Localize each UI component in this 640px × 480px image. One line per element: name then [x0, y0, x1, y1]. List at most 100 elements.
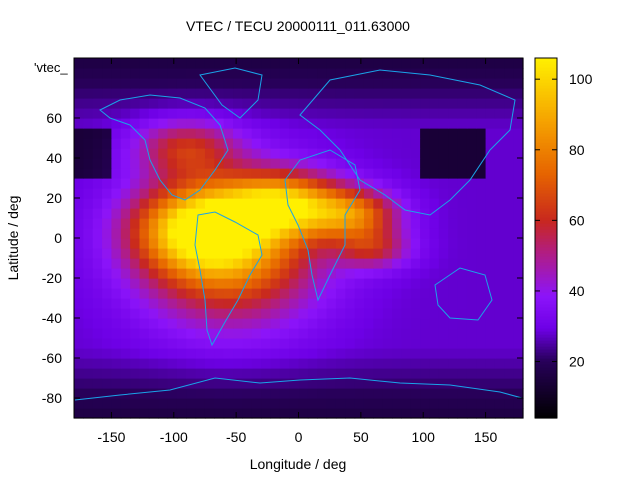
- heatmap-cell: [410, 298, 421, 309]
- heatmap-cell: [186, 398, 197, 409]
- heatmap-cell: [326, 118, 337, 129]
- heatmap-cell: [354, 68, 365, 79]
- heatmap-cell: [504, 198, 515, 209]
- colorbar-band: [535, 226, 557, 230]
- heatmap-cell: [139, 218, 150, 229]
- heatmap-cell: [279, 228, 290, 239]
- heatmap-cell: [186, 58, 197, 69]
- heatmap-cell: [392, 248, 402, 259]
- heatmap-cell: [233, 388, 243, 399]
- heatmap-cell: [298, 198, 309, 209]
- heatmap-cell: [485, 58, 496, 69]
- heatmap-cell: [148, 98, 159, 109]
- heatmap-cell: [270, 218, 281, 229]
- heatmap-cell: [130, 88, 141, 99]
- heatmap-cell: [429, 258, 440, 269]
- heatmap-cell: [102, 98, 113, 109]
- colorbar-band: [535, 271, 557, 275]
- heatmap-cell: [139, 108, 150, 119]
- heatmap-cell: [466, 348, 477, 359]
- heatmap-cell: [298, 208, 309, 219]
- heatmap-cell: [74, 258, 84, 269]
- heatmap-cell: [307, 408, 318, 419]
- heatmap-cell: [214, 288, 225, 299]
- heatmap-cell: [513, 158, 524, 169]
- heatmap-cell: [335, 178, 346, 189]
- heatmap-cell: [326, 208, 337, 219]
- heatmap-cell: [298, 338, 309, 349]
- heatmap-cell: [466, 408, 477, 419]
- heatmap-cell: [373, 138, 384, 149]
- colorbar-band: [535, 172, 557, 176]
- heatmap-cell: [335, 68, 346, 79]
- heatmap-cell: [242, 208, 253, 219]
- heatmap-cell: [83, 148, 94, 159]
- heatmap-cell: [466, 288, 477, 299]
- heatmap-cell: [420, 358, 431, 369]
- heatmap-cell: [476, 198, 487, 209]
- heatmap-cell: [261, 148, 272, 159]
- heatmap-cell: [186, 198, 197, 209]
- heatmap-cell: [392, 118, 402, 129]
- heatmap-cell: [289, 348, 300, 359]
- heatmap-cell: [494, 368, 505, 379]
- colorbar-band: [535, 400, 557, 404]
- heatmap-cell: [74, 358, 84, 369]
- heatmap-cell: [392, 228, 402, 239]
- heatmap-cell: [261, 208, 272, 219]
- heatmap-cell: [448, 388, 459, 399]
- heatmap-cell: [401, 138, 412, 149]
- heatmap-cell: [317, 138, 328, 149]
- colorbar-band: [535, 106, 557, 110]
- heatmap-cell: [382, 398, 393, 409]
- heatmap-cell: [74, 298, 84, 309]
- heatmap-cell: [466, 358, 477, 369]
- heatmap-cell: [298, 168, 309, 179]
- heatmap-cell: [494, 118, 505, 129]
- heatmap-cell: [74, 108, 84, 119]
- heatmap-cell: [466, 368, 477, 379]
- heatmap-cell: [457, 158, 468, 169]
- heatmap-cell: [420, 228, 431, 239]
- heatmap-cell: [504, 168, 515, 179]
- heatmap-cell: [148, 338, 159, 349]
- heatmap-cell: [120, 338, 131, 349]
- heatmap-cell: [148, 268, 159, 279]
- heatmap-cell: [485, 158, 496, 169]
- heatmap-cell: [83, 268, 94, 279]
- colorbar-band: [535, 340, 557, 344]
- colorbar-band: [535, 412, 557, 416]
- heatmap-cell: [195, 248, 206, 259]
- heatmap-cell: [186, 138, 197, 149]
- heatmap-cell: [251, 178, 262, 189]
- heatmap-cell: [429, 188, 440, 199]
- heatmap-cell: [410, 138, 421, 149]
- heatmap-cell: [176, 398, 187, 409]
- heatmap-cell: [429, 368, 440, 379]
- heatmap-cell: [289, 188, 300, 199]
- colorbar-band: [535, 235, 557, 239]
- heatmap-cell: [429, 88, 440, 99]
- heatmap-cell: [504, 328, 515, 339]
- heatmap-cell: [335, 108, 346, 119]
- heatmap-cell: [466, 188, 477, 199]
- heatmap-cell: [279, 348, 290, 359]
- heatmap-cell: [485, 188, 496, 199]
- heatmap-cell: [373, 58, 384, 69]
- heatmap-cell: [139, 288, 150, 299]
- colorbar-band: [535, 163, 557, 167]
- heatmap-cell: [476, 128, 487, 139]
- heatmap-cell: [392, 138, 402, 149]
- heatmap-cell: [307, 318, 318, 329]
- heatmap-cell: [457, 68, 468, 79]
- heatmap-cell: [476, 68, 487, 79]
- heatmap-cell: [242, 108, 253, 119]
- heatmap-cell: [270, 368, 281, 379]
- heatmap-cell: [504, 298, 515, 309]
- heatmap-cell: [130, 218, 141, 229]
- heatmap-cell: [345, 78, 356, 89]
- heatmap-cell: [176, 368, 187, 379]
- heatmap-cell: [345, 348, 356, 359]
- heatmap-cell: [83, 368, 94, 379]
- heatmap-cell: [335, 278, 346, 289]
